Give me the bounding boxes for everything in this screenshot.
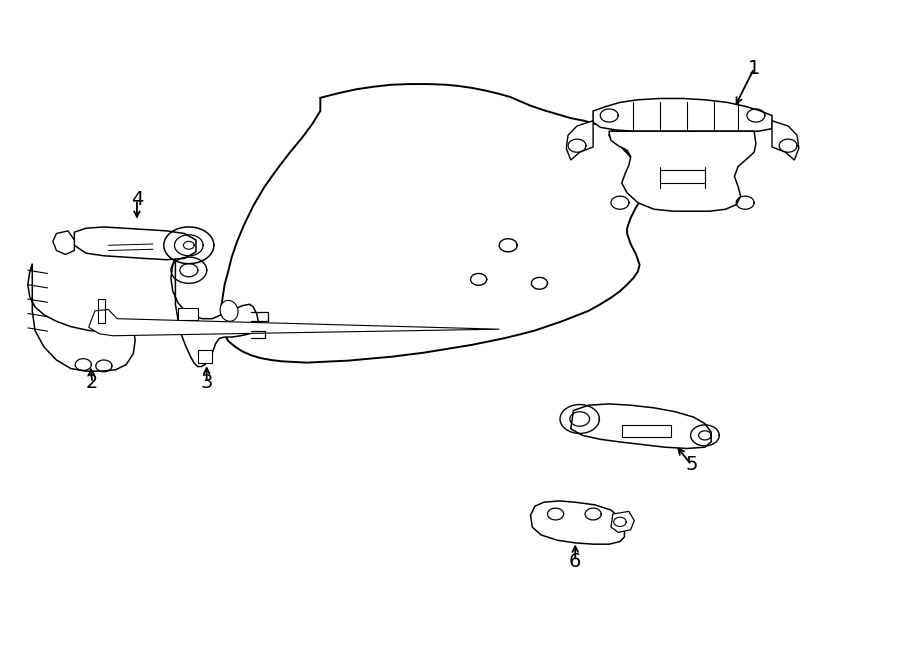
Text: 2: 2 <box>86 373 98 393</box>
Text: 4: 4 <box>130 190 143 209</box>
Polygon shape <box>566 121 593 160</box>
Polygon shape <box>530 501 625 544</box>
Polygon shape <box>171 255 258 367</box>
Bar <box>622 425 670 437</box>
Polygon shape <box>593 98 772 132</box>
Bar <box>198 350 212 364</box>
Bar <box>178 308 198 320</box>
Text: 1: 1 <box>748 59 760 78</box>
Polygon shape <box>88 309 500 336</box>
Polygon shape <box>28 264 135 371</box>
Polygon shape <box>221 84 647 363</box>
Text: 3: 3 <box>201 373 213 393</box>
Polygon shape <box>75 227 196 260</box>
Polygon shape <box>53 231 75 254</box>
Polygon shape <box>609 132 756 212</box>
Ellipse shape <box>220 300 238 321</box>
Text: 5: 5 <box>685 455 698 475</box>
Polygon shape <box>611 512 634 532</box>
Polygon shape <box>772 121 799 160</box>
Text: 6: 6 <box>569 552 581 570</box>
Polygon shape <box>571 404 711 448</box>
